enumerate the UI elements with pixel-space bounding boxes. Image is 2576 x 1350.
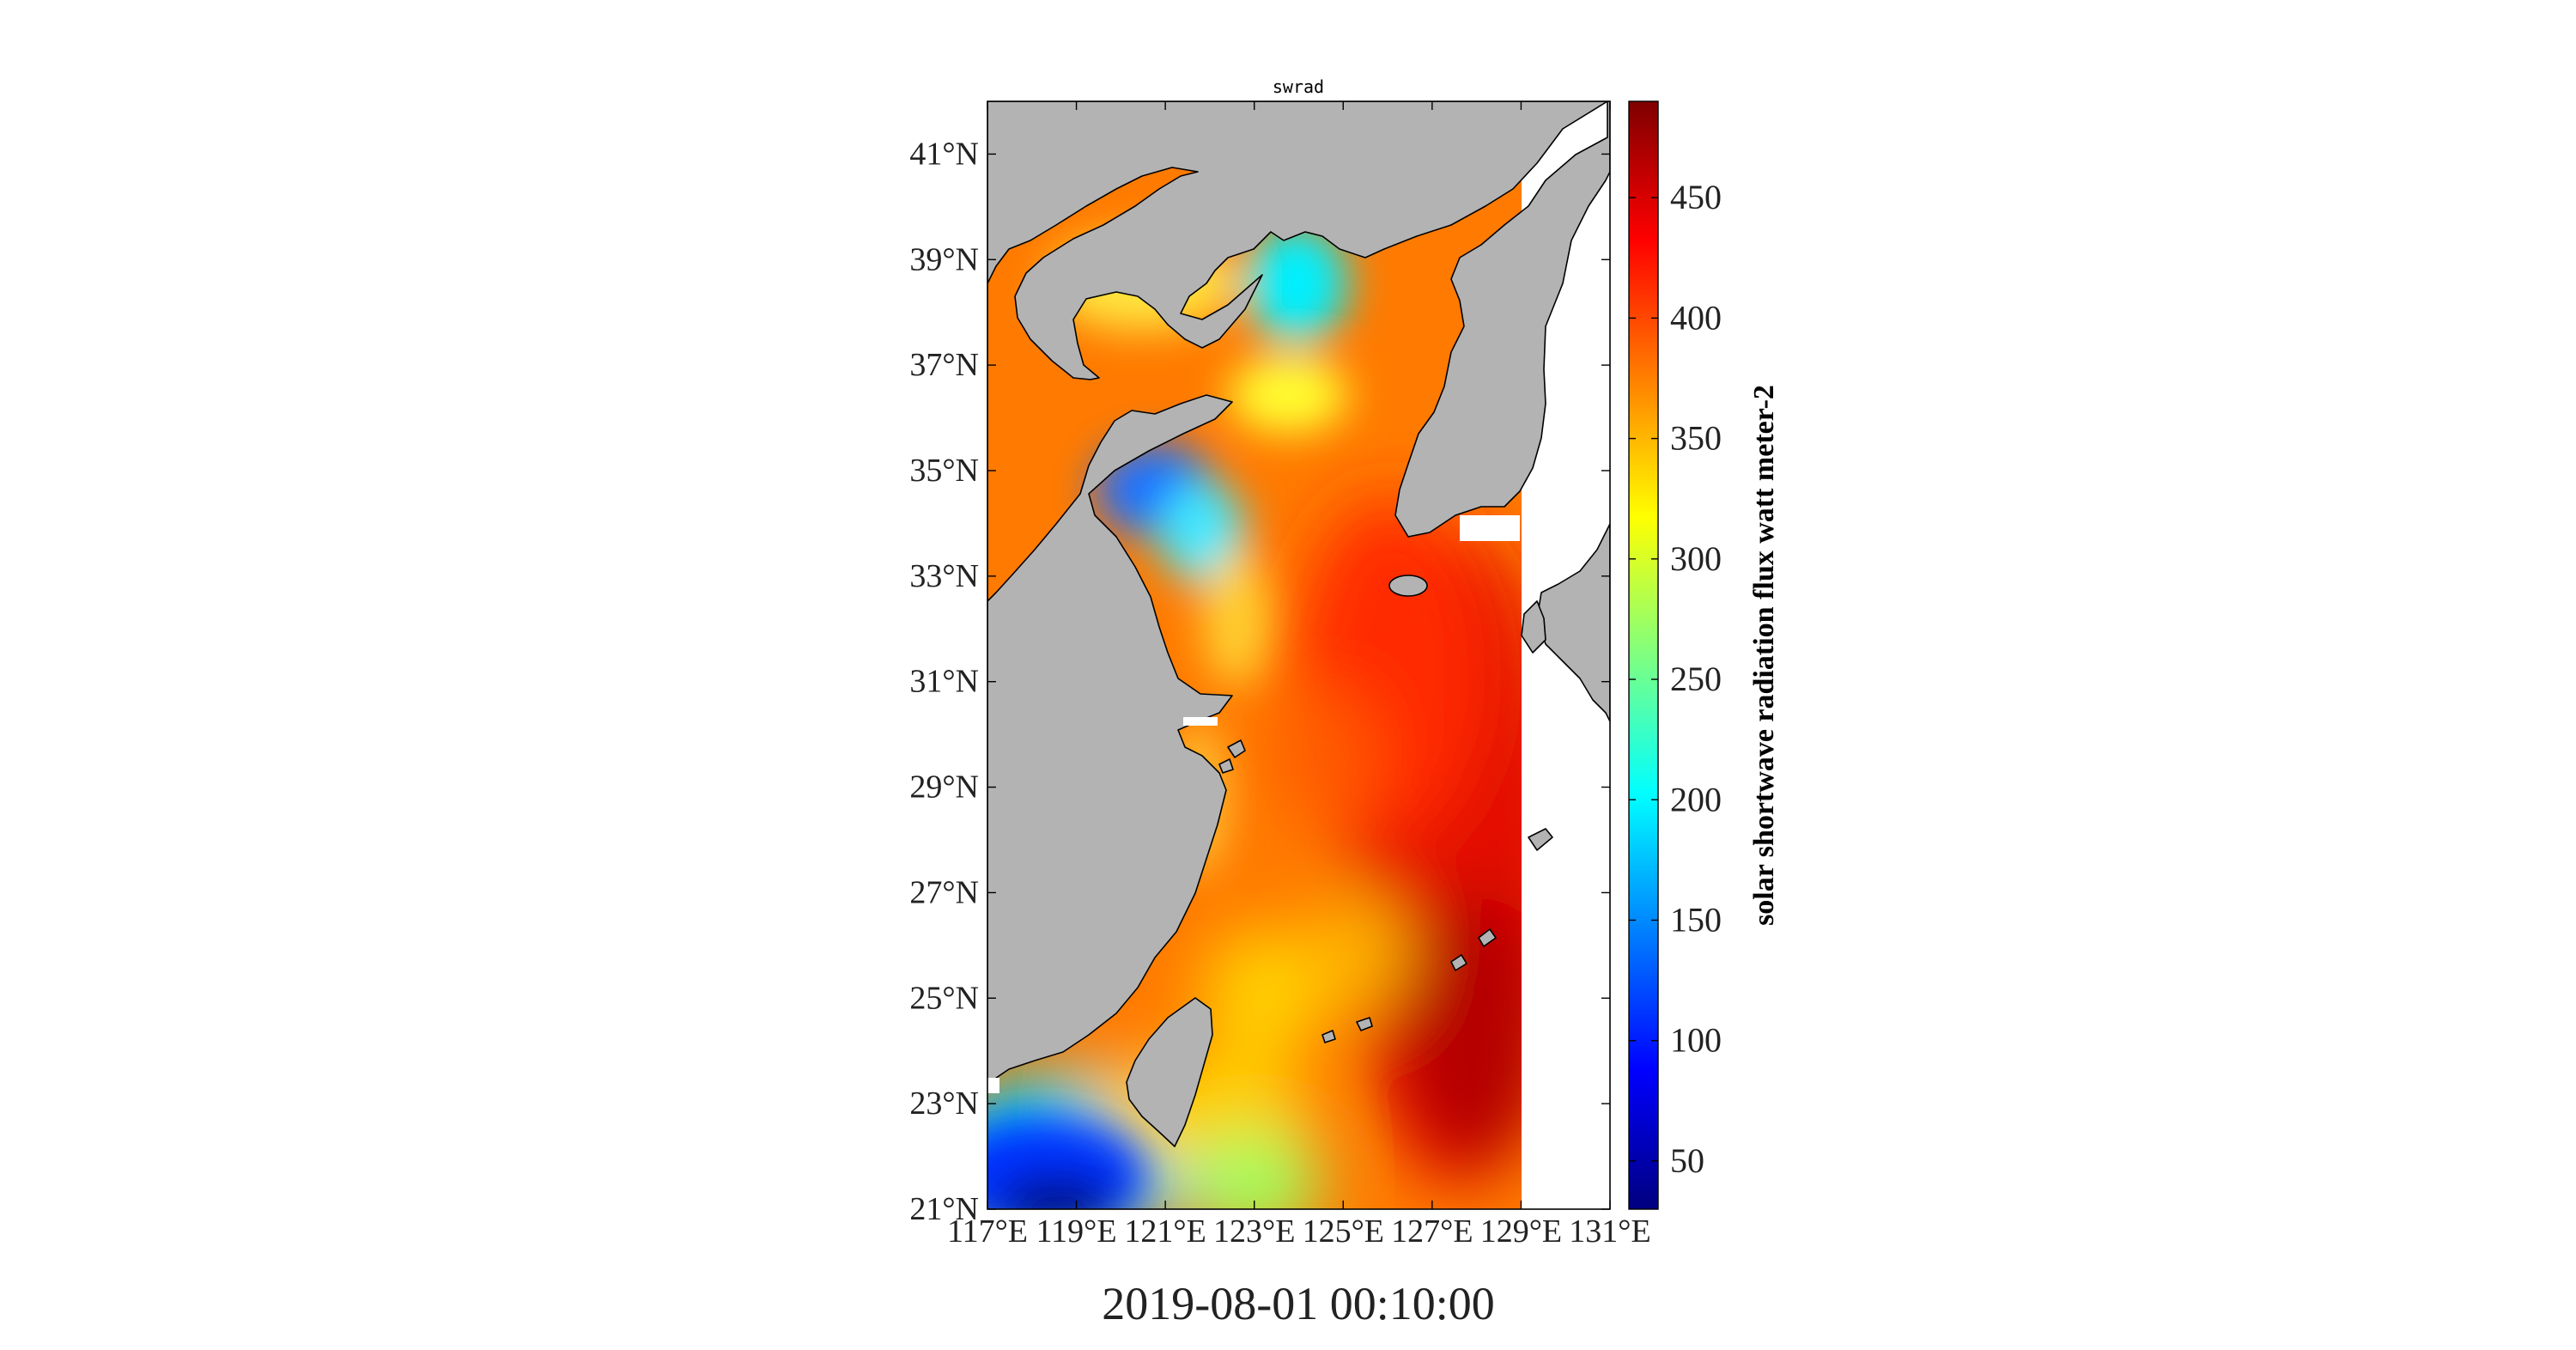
x-tick-label: 127°E (1391, 1213, 1473, 1250)
x-axis: 117°E 119°E 121°E 123°E 125°E 127°E 129°E 131°E (947, 101, 1651, 1250)
x-tick-label: 131°E (1569, 1213, 1650, 1250)
x-tick-label: 117°E (947, 1213, 1028, 1250)
land-jeju (1388, 575, 1428, 597)
x-tick-label: 129°E (1480, 1213, 1562, 1250)
x-tick-label: 123°E (1213, 1213, 1295, 1250)
colorbar-tick-label: 50 (1670, 1141, 1704, 1180)
coastal-nodata (987, 515, 1520, 1093)
land-mainland-china (987, 101, 1608, 380)
colorbar-bar (1628, 100, 1659, 1210)
x-tick-label: 121°E (1124, 1213, 1206, 1250)
y-tick-label: 39°N (909, 241, 979, 277)
colorbar-tick-label: 100 (1670, 1021, 1722, 1060)
y-tick-label: 33°N (909, 558, 979, 594)
land-masses (987, 101, 1610, 1147)
land-east-china (987, 283, 1233, 1085)
colorbar-tick-label: 150 (1670, 900, 1722, 939)
plot-frame (987, 100, 1611, 1210)
colorbar-tick-label: 450 (1670, 178, 1722, 216)
y-tick-label: 27°N (909, 874, 979, 910)
y-tick-label: 37°N (909, 347, 979, 383)
y-tick-label: 29°N (909, 769, 979, 806)
land-zhoushan-islands (1218, 739, 1246, 774)
colorbar-tick-label: 250 (1670, 660, 1722, 698)
colorbar: 50 100 150 200 250 300 350 400 450 solar shortwa… (1628, 100, 1780, 1210)
land-japan-kyushu (1521, 600, 1546, 654)
colorbar-tick-label: 200 (1670, 780, 1722, 818)
y-tick-label: 35°N (909, 453, 979, 489)
x-tick-label: 125°E (1303, 1213, 1384, 1250)
y-tick-label: 41°N (909, 136, 979, 172)
y-tick-label: 31°N (909, 664, 979, 700)
colorbar-tick-label: 300 (1670, 539, 1722, 578)
y-axis: 21°N 23°N 25°N 27°N 29°N 31°N 33°N 35°N 37°N 39°N… (909, 136, 1610, 1227)
land-ryukyu-islands (1321, 828, 1553, 1043)
y-tick-label: 25°N (909, 980, 979, 1016)
colorbar-ticks: 50 100 150 200 250 300 350 400 450 (1629, 178, 1722, 1180)
land-taiwan (1126, 997, 1213, 1147)
land-japan (1536, 523, 1610, 722)
colorbar-tick-label: 350 (1670, 419, 1722, 458)
map-plot-area (987, 101, 1610, 1209)
y-tick-label: 21°N (909, 1191, 979, 1227)
timestamp-label: 2019-08-01 00:10:00 (1102, 1278, 1494, 1329)
map-title: swrad (1273, 76, 1324, 97)
land-korea (1394, 101, 1610, 538)
y-tick-label: 23°N (909, 1085, 979, 1122)
x-tick-label: 119°E (1036, 1213, 1117, 1250)
colorbar-label: solar shortwave radiation flux watt mete… (1748, 385, 1780, 926)
colorbar-tick-label: 400 (1670, 298, 1722, 337)
